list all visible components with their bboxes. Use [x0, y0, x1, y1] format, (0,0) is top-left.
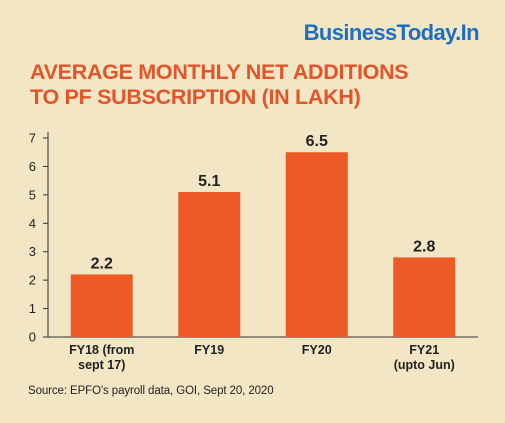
x-tick-label: (upto Jun)	[394, 358, 455, 372]
x-tick-label: FY20	[302, 343, 332, 357]
source-note: Source: EPFO's payroll data, GOI, Sept 2…	[28, 385, 274, 397]
x-tick-label: sept 17)	[78, 358, 125, 372]
y-tick-label: 6	[29, 159, 36, 174]
y-tick-label: 3	[29, 244, 36, 259]
x-tick-label: FY18 (from	[69, 343, 134, 357]
title-line-1: AVERAGE MONTHLY NET ADDITIONS	[30, 60, 409, 84]
brand-logo: BusinessToday.In	[303, 20, 480, 45]
y-tick-label: 0	[29, 330, 36, 345]
y-tick-label: 5	[29, 187, 36, 202]
bar	[178, 192, 241, 337]
bar-value-label: 6.5	[306, 133, 328, 150]
bar	[393, 257, 456, 337]
bar-value-label: 5.1	[198, 173, 220, 190]
bar-value-label: 2.8	[413, 238, 435, 255]
y-tick-label: 4	[29, 216, 36, 231]
y-tick-label: 2	[29, 273, 36, 288]
bar	[285, 152, 348, 337]
x-tick-label: FY19	[194, 343, 224, 357]
bar	[70, 274, 133, 337]
y-tick-label: 1	[29, 301, 36, 316]
chart-title: AVERAGE MONTHLY NET ADDITIONS TO PF SUBS…	[30, 60, 409, 110]
title-line-2: TO PF SUBSCRIPTION (IN LAKH)	[30, 85, 361, 109]
y-tick-label: 7	[29, 131, 36, 146]
bar-value-label: 2.2	[91, 255, 113, 272]
x-tick-label: FY21	[409, 343, 439, 357]
